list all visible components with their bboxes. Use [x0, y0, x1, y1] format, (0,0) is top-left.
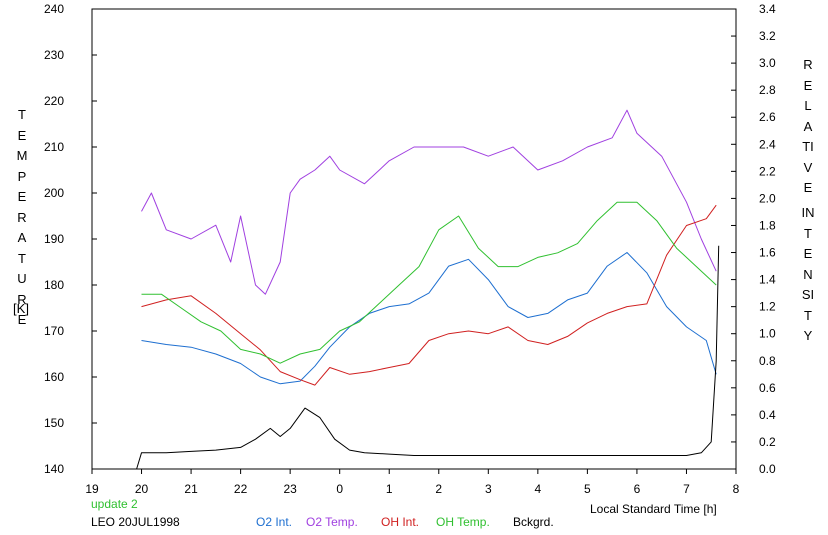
y-right-tick-label: 1.4: [759, 273, 776, 287]
y-left-tick-label: 170: [44, 324, 64, 338]
x-tick-label: 5: [584, 482, 591, 496]
y-right-tick-label: 1.0: [759, 327, 776, 341]
y-right-ticks: 0.0 0.2 0.4 0.6 0.8 1.0 1.2 1.4 1.6 1.8 2.0 2.2 2.4 2…: [731, 2, 776, 476]
y-left-axis-label-line-2: [K]: [13, 301, 29, 316]
series-line-bckgrd: [136, 245, 720, 470]
y-right-tick-label: 0.4: [759, 408, 776, 422]
y-right-tick-label: 3.2: [759, 29, 776, 43]
plot-frame: [91, 8, 737, 470]
y-left-tick-label: 210: [44, 140, 64, 154]
y-left-ticks: 140 150 160 170 180 190 200 210 220 230 240: [44, 2, 97, 476]
x-ticks: 19 20 21 22 23 0 1 2 3 4 5 6 7 8: [85, 469, 740, 496]
y-left-tick-label: 150: [44, 416, 64, 430]
legend-entry-bckgrd: Bckgrd.: [513, 515, 554, 529]
y-right-axis-label-line-1: RELATIVE: [802, 57, 814, 195]
y-right-tick-label: 0.2: [759, 435, 776, 449]
y-right-tick-label: 2.8: [759, 83, 776, 97]
y-right-tick-label: 0.8: [759, 354, 776, 368]
x-tick-label: 7: [683, 482, 690, 496]
y-right-tick-label: 1.6: [759, 246, 776, 260]
x-tick-label: 23: [283, 482, 297, 496]
x-tick-label: 19: [85, 482, 99, 496]
series-line-oh-temp: [141, 201, 717, 364]
y-left-tick-label: 220: [44, 94, 64, 108]
y-right-tick-label: 0.6: [759, 381, 776, 395]
y-right-tick-label: 2.0: [759, 191, 776, 205]
x-tick-label: 0: [336, 482, 343, 496]
y-left-tick-label: 180: [44, 278, 64, 292]
series-line-o2-temp: [141, 109, 717, 295]
x-tick-label: 22: [234, 482, 248, 496]
x-tick-label: 20: [135, 482, 149, 496]
y-right-tick-label: 3.4: [759, 2, 776, 16]
y-right-tick-label: 2.4: [759, 137, 776, 151]
y-right-tick-label: 1.8: [759, 218, 776, 232]
series-line-o2-int: [141, 252, 717, 385]
y-right-axis-label-line-2: INTENSITY: [801, 205, 815, 343]
y-left-tick-label: 240: [44, 2, 64, 16]
x-tick-label: 8: [733, 482, 740, 496]
y-left-tick-label: 160: [44, 370, 64, 384]
x-tick-label: 6: [634, 482, 641, 496]
y-right-tick-label: 1.2: [759, 300, 776, 314]
series-layer: [136, 109, 720, 470]
x-tick-label: 3: [485, 482, 492, 496]
y-right-tick-label: 3.0: [759, 56, 776, 70]
x-tick-label: 2: [435, 482, 442, 496]
x-tick-label: 21: [184, 482, 198, 496]
station-date-label: LEO 20JUL1998: [91, 515, 180, 529]
y-left-axis-label-line-1: TEMPERATURE: [16, 107, 28, 327]
y-left-tick-label: 190: [44, 232, 64, 246]
y-left-tick-label: 140: [44, 462, 64, 476]
series-line-oh-int: [141, 204, 717, 386]
x-axis-label: Local Standard Time [h]: [590, 502, 717, 516]
legend-entry-o2-temp: O2 Temp.: [306, 515, 358, 529]
y-right-tick-label: 2.2: [759, 164, 776, 178]
update-label: update 2: [91, 497, 138, 511]
y-left-tick-label: 200: [44, 186, 64, 200]
legend-entry-o2-int: O2 Int.: [256, 515, 293, 529]
y-left-tick-label: 230: [44, 48, 64, 62]
x-tick-label: 4: [535, 482, 542, 496]
y-right-tick-label: 0.0: [759, 462, 776, 476]
x-tick-label: 1: [386, 482, 393, 496]
legend-entry-oh-int: OH Int.: [381, 515, 420, 529]
y-right-tick-label: 2.6: [759, 110, 776, 124]
legend-entry-oh-temp: OH Temp.: [436, 515, 490, 529]
